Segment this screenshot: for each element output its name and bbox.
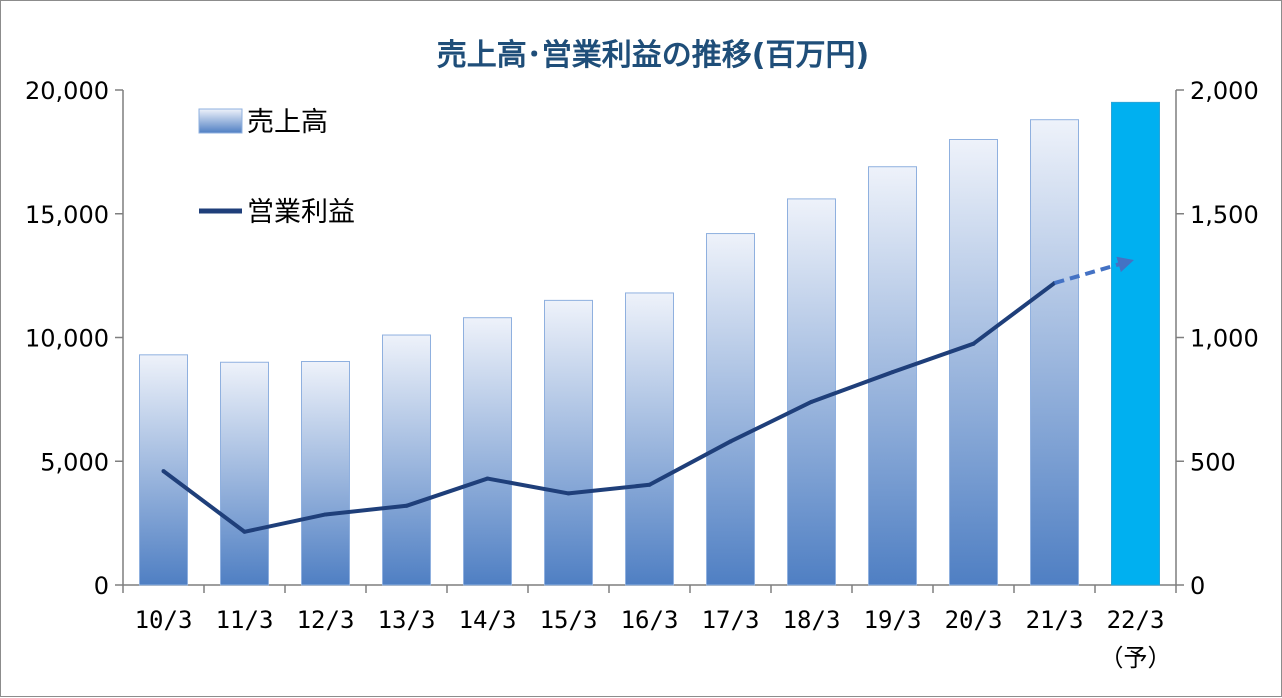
bars [139,101,1160,586]
legend: 売上高 営業利益 [198,107,355,228]
bar-sales [463,317,512,586]
bar-sales [544,299,593,586]
x-tick-sublabel: （予） [1100,644,1172,672]
bar-sales [868,166,917,586]
profit-point [890,370,895,375]
left-tick-label: 15,000 [25,201,109,229]
profit-point [971,341,976,346]
x-tick-label: 21/3 [1026,606,1084,634]
right-tick-label: 0 [1190,572,1205,600]
bar-sales-forecast [1111,101,1160,586]
left-tick-label: 20,000 [25,77,109,105]
bar-sales [382,334,431,586]
bar-sales [301,361,350,586]
legend-sales-label: 売上高 [247,107,328,138]
legend-profit-label: 営業利益 [247,197,355,228]
profit-point [566,491,571,496]
legend-sales-swatch [198,108,243,134]
left-tick-label: 5,000 [40,448,109,476]
x-tick-label: 14/3 [459,606,517,634]
bar-sales [706,233,755,586]
x-tick-label: 18/3 [783,606,841,634]
profit-point [161,469,166,474]
bar-sales [625,292,674,586]
bar-sales [220,361,269,586]
x-tick-label: 16/3 [621,606,679,634]
profit-point [323,512,328,517]
x-tick-label: 11/3 [216,606,274,634]
profit-line [161,256,1134,534]
left-tick-label: 10,000 [25,325,109,353]
profit-point [242,529,247,534]
right-tick-label: 500 [1190,448,1236,476]
profit-point [647,482,652,487]
bar-sales [1030,119,1079,586]
profit-point [404,503,409,508]
profit-point [809,399,814,404]
left-tick-label: 0 [94,572,109,600]
x-tick-label: 22/3 [1107,606,1165,634]
profit-point [728,439,733,444]
right-tick-label: 2,000 [1190,77,1259,105]
profit-point [485,476,490,481]
profit-line-path [162,281,1056,534]
right-tick-label: 1,000 [1190,325,1259,353]
profit-forecast-arrow [1053,256,1134,285]
chart-title: 売上高･営業利益の推移(百万円) [437,38,869,73]
bar-sales [949,139,998,586]
axes: 0 0 5,000 500 10,000 1,000 15,000 1,500 20,000 2,… [25,77,1259,672]
x-tick-label: 20/3 [945,606,1003,634]
x-tick-label: 15/3 [540,606,598,634]
x-tick-label: 13/3 [378,606,436,634]
x-tick-label: 19/3 [864,606,922,634]
bar-sales [787,198,836,586]
right-tick-label: 1,500 [1190,201,1259,229]
x-tick-label: 10/3 [135,606,193,634]
x-tick-label: 12/3 [297,606,355,634]
x-tick-label: 17/3 [702,606,760,634]
